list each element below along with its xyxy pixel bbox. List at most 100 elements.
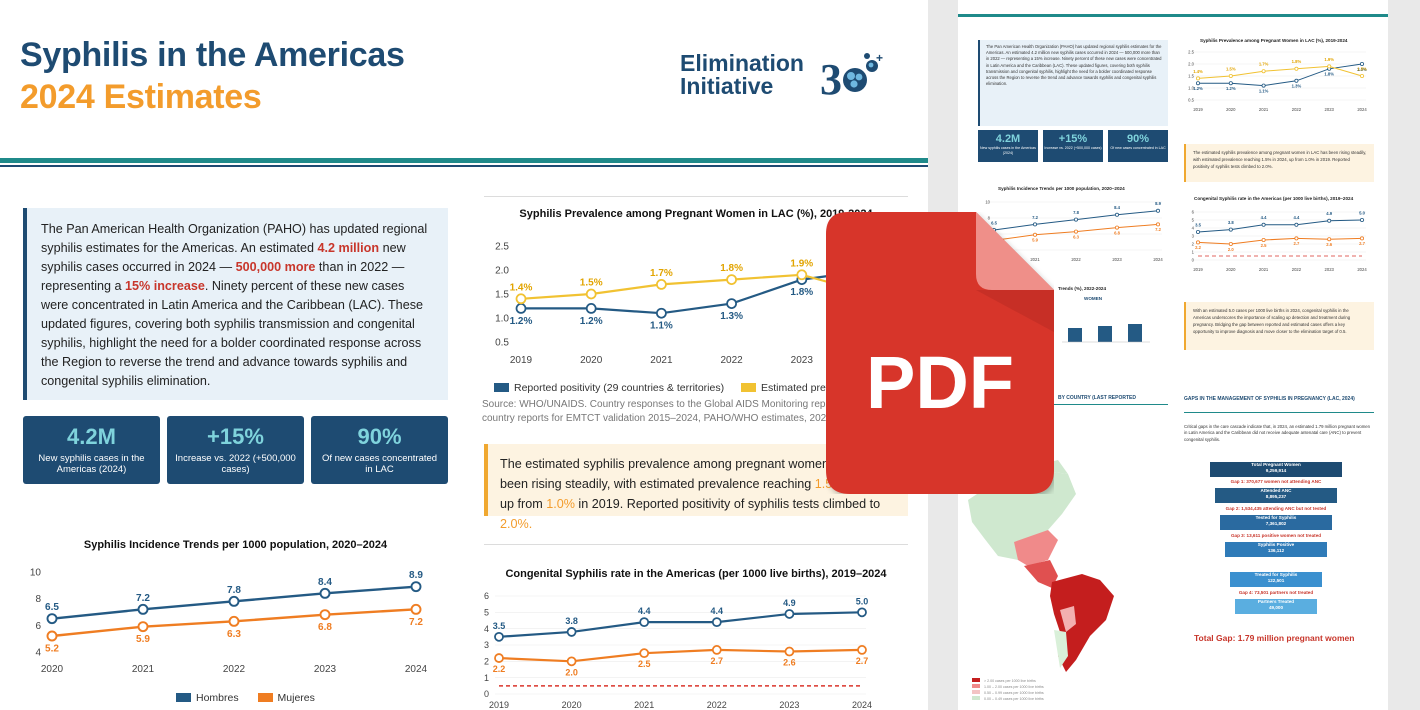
header-rule-thin [0,165,928,167]
x-tick-label: 2020 [580,355,603,366]
stat-description: New syphilis cases in the Americas (2024… [38,453,145,475]
x-tick-label: 2022 [223,664,246,675]
data-point [656,279,667,290]
x-tick-label: 2022 [1071,257,1081,262]
y-tick-label: 1.0 [1188,85,1194,90]
data-point [639,617,650,628]
series-line [1197,219,1363,233]
logo-mark-icon: 3 + [820,51,883,102]
funnel-value: 136,112 [1267,548,1285,553]
mini-trends-bars [1062,324,1150,343]
mini-congenital-chart: 0 1 2 3 4 5 6 2019 2020 2021 2022 2023 2024 3.5 3.8 4.4… [1192,209,1368,272]
intro-text: The Pan American Health Organization (PA… [41,222,428,255]
data-label: 1.3% [720,311,743,322]
x-tick-label: 2023 [791,355,814,366]
data-label: 4.9 [783,598,796,608]
stat-value: +15% [207,424,264,449]
series-line [498,648,863,663]
data-point [137,621,149,633]
y-tick-label: 0 [484,689,489,699]
data-point [1327,64,1332,69]
stat-value: 90% [357,424,402,449]
pdf-file-icon: PDF [826,212,1054,494]
mini-total-gap: Total Gap: 1.79 million pregnant women [1194,633,1355,643]
data-point [1228,227,1233,232]
data-point [137,603,149,615]
funnel-value: 122,501 [1267,578,1285,583]
x-tick-label: 2023 [314,664,337,675]
data-label: 7.8 [227,585,241,596]
series-line [1197,65,1363,79]
data-label: 1.9% [1324,57,1334,62]
data-point [711,645,722,655]
prevalence-chart-title: Syphilis Prevalence among Pregnant Women… [519,208,873,220]
data-label: 3.5 [1195,222,1201,227]
data-label: 4.4 [1261,215,1267,220]
data-label: 1.5% [580,278,603,289]
logo-line1: Elimination [680,50,804,76]
x-tick-label: 2020 [1226,267,1236,272]
mini-stat-lac: 90% Of new cases concentrated in LAC [1108,130,1168,162]
data-point [784,609,795,619]
x-tick-label: 2019 [510,355,533,366]
data-label: 6.8 [318,622,332,633]
x-tick-label: 2023 [1112,257,1122,262]
data-label: 4.9 [1326,211,1332,216]
data-point [1359,61,1364,66]
y-tick-label: 3 [484,640,489,650]
series-line [1197,237,1363,245]
data-point [1294,66,1299,71]
data-label: 1.2% [510,316,533,327]
intro-highlight-more: 500,000 more [235,260,316,274]
data-label: 7.2 [409,617,423,628]
main-page: Syphilis in the Americas 2024 Estimates … [0,0,928,710]
y-tick-label: 10 [30,568,42,579]
data-label: 5.2 [45,644,59,655]
mini-women-label: WOMEN [1084,296,1103,301]
y-tick-label: 2.0 [1188,61,1194,66]
data-point [1359,236,1364,241]
y-tick-label: 2 [484,656,489,666]
data-label: 1.2% [1193,86,1203,91]
funnel-step: Syphilis Positive 136,112 [1225,542,1327,557]
data-point [1294,78,1299,83]
data-label: 3.8 [1228,220,1234,225]
data-label: 2.7 [856,656,869,666]
legend-swatch [741,383,757,392]
y-tick-label: 8 [988,215,991,220]
intro-text: than in 2022 — representing a [41,260,405,293]
y-tick-label: 5 [1192,217,1195,222]
stat-description: Increase vs. 2022 (+500,000 cases) [175,453,296,475]
x-tick-label: 2021 [1259,267,1269,272]
data-label: 4.4 [638,606,651,616]
data-point [656,307,667,319]
funnel-value: 8,895,237 [1265,494,1287,499]
intro-text: new syphilis cases occurred in 2024 — [41,241,406,274]
data-point [410,581,422,593]
stat-value: 4.2M [67,424,116,449]
x-tick-label: 2019 [489,700,509,710]
data-point [1155,208,1160,213]
mini-callout: The estimated syphilis prevalence among … [1184,144,1374,182]
data-label: 7.8 [1073,210,1079,215]
data-point [857,645,867,655]
mini-gaps-heading: GAPS IN THE MANAGEMENT OF SYPHILIS IN PR… [1184,396,1355,402]
y-tick-label: 4 [35,648,41,659]
mini-country-heading: BY COUNTRY (LAST REPORTED [1058,395,1136,401]
mini-incidence-title: Syphilis Incidence Trends per 1000 popul… [998,186,1125,191]
data-point [1033,222,1038,227]
data-point [494,631,504,642]
data-point [1261,238,1266,243]
x-tick-label: 2021 [1030,257,1040,262]
map-legend-item: > 2.00 cases per 1000 live births [984,679,1036,683]
data-label: 6.5 [991,220,997,225]
y-tick-label: 10 [985,199,990,204]
header-rule [0,158,928,163]
gap-label: Gap 1: 370,677 women not attending ANC [1230,479,1322,484]
funnel-step: Total Pregnant Women 9,259,914 [1210,462,1342,477]
x-tick-label: 2020 [562,700,582,710]
mini-stat-increase: +15% Increase vs. 2022 (+500,000 cases) [1043,130,1103,162]
page-rule [958,14,1388,17]
data-label: 1.3% [1292,84,1302,89]
y-tick-label: 6 [1192,209,1195,214]
